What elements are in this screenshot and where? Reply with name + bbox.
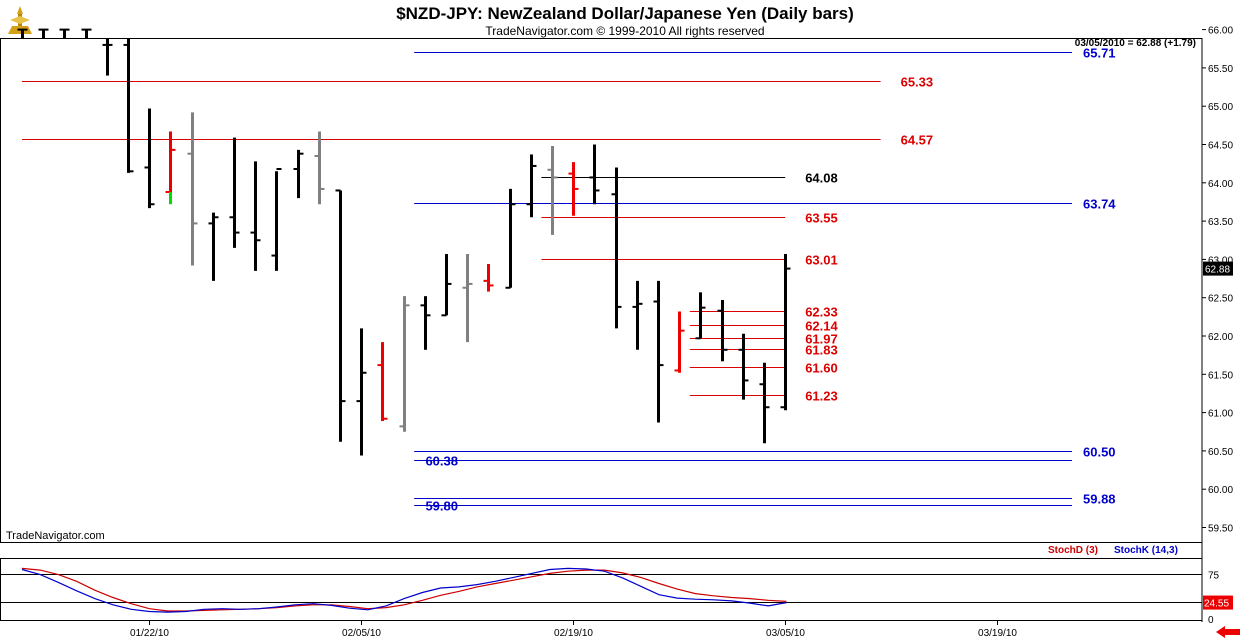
price-level-label: 61.23: [805, 389, 838, 404]
ohlc-bar: [462, 254, 473, 343]
price-tick-label: 61.50: [1208, 370, 1233, 381]
price-tick-label: 65.50: [1208, 64, 1233, 75]
ohlc-bar: [526, 154, 537, 218]
price-panel-border: [0, 38, 1203, 543]
price-level-label: 59.80: [425, 499, 458, 514]
ohlc-bar: [208, 212, 219, 281]
price-level-label: 60.38: [425, 454, 458, 469]
stochastic-panel: 257524.550: [0, 567, 1233, 626]
price-level-label: 63.01: [805, 253, 838, 268]
stoch-series-line: [21, 567, 787, 612]
ohlc-bar: [314, 131, 325, 205]
price-tick-label: 64.00: [1208, 179, 1233, 190]
ohlc-bar: [59, 28, 70, 39]
ohlc-bar: [568, 162, 579, 216]
price-level-label: 60.50: [1083, 445, 1116, 460]
last-price-label: 62.88: [1205, 265, 1230, 276]
price-readout: 03/05/2010 = 62.88 (+1.79): [1074, 38, 1196, 49]
price-level-label: 61.60: [805, 361, 838, 376]
stoch-tick-label: 75: [1208, 571, 1220, 582]
ohlc-bar: [102, 39, 113, 76]
ohlc-bar: [399, 296, 410, 432]
price-tick-label: 63.00: [1208, 255, 1233, 266]
ohlc-bar: [335, 189, 346, 442]
price-tick-label: 60.00: [1208, 485, 1233, 496]
price-level-label: 62.14: [805, 319, 838, 334]
price-level-label: 65.71: [1083, 46, 1116, 61]
price-tick-label: 63.50: [1208, 217, 1233, 228]
stoch-tick-label: 0: [1208, 615, 1214, 626]
ohlc-bar: [81, 28, 92, 39]
ohlc-bar: [717, 299, 728, 362]
stoch-series-line: [21, 567, 787, 613]
price-levels: 65.71 65.33 64.57 64.08 63.74 63.55 63.01 62.33…: [22, 46, 1116, 514]
ohlc-bar: [250, 161, 261, 271]
ohlc-bar: [441, 254, 452, 317]
price-tick-label: 65.00: [1208, 102, 1233, 113]
ohlc-bar: [356, 328, 367, 456]
price-level-label: 59.88: [1083, 492, 1116, 507]
ohlc-bar: [38, 28, 49, 39]
ohlc-bar: [547, 146, 558, 235]
ohlc-bar: [144, 108, 155, 209]
chart-title: $NZD-JPY: NewZealand Dollar/Japanese Yen…: [396, 4, 854, 23]
stoch-last-label: 24.55: [1204, 599, 1229, 610]
price-tick-label: 62.50: [1208, 294, 1233, 305]
price-tick-label: 61.00: [1208, 409, 1233, 420]
price-axis: 59.50 60.00 60.50 61.00 61.50 62.00 62.50 63.00…: [1202, 26, 1233, 535]
ohlc-bar: [123, 39, 134, 173]
last-price-box: [1203, 261, 1233, 276]
ohlc-bar: [165, 131, 176, 205]
price-level-label: 64.08: [805, 171, 838, 186]
ohlc-bar: [611, 167, 622, 329]
ohlc-bar: [187, 112, 198, 266]
trade-navigator-logo-icon[interactable]: [4, 4, 36, 36]
price-level-label: 65.33: [901, 75, 934, 90]
ohlc-bar: [632, 280, 643, 350]
ohlc-bar: [759, 362, 770, 444]
stoch-last-box: [1203, 595, 1233, 610]
left-arrow-icon[interactable]: [1216, 626, 1240, 638]
chart-frame: [0, 38, 1203, 622]
ohlc-bars: [17, 28, 791, 456]
price-tick-label: 64.50: [1208, 141, 1233, 152]
price-level-label: 64.57: [901, 133, 934, 148]
ohlc-bar: [653, 280, 664, 423]
date-tick-label: 02/19/10: [554, 628, 593, 639]
ohlc-bar: [483, 263, 494, 292]
legend-stoch-k: StochK (14,3): [1114, 545, 1178, 556]
ohlc-bar: [674, 311, 685, 373]
ohlc-bar: [271, 168, 282, 271]
ohlc-bar: [780, 254, 791, 411]
date-tick-label: 03/19/10: [978, 628, 1017, 639]
date-tick-label: 01/22/10: [130, 628, 169, 639]
ohlc-bar: [229, 137, 240, 248]
price-tick-label: 60.50: [1208, 447, 1233, 458]
price-level-label: 62.33: [805, 305, 838, 320]
ohlc-bar: [420, 296, 431, 350]
legend-stoch-d: StochD (3): [1048, 545, 1098, 556]
date-tick-label: 03/05/10: [766, 628, 805, 639]
price-tick-label: 59.50: [1208, 524, 1233, 535]
price-level-label: 61.97: [805, 332, 838, 347]
ohlc-bar: [589, 144, 600, 205]
date-axis: 01/22/10 02/05/10 02/19/10 03/05/10 03/19/10: [130, 620, 1017, 639]
price-tick-label: 66.00: [1208, 26, 1233, 37]
price-level-label: 63.55: [805, 211, 838, 226]
price-tick-label: 62.00: [1208, 332, 1233, 343]
ohlc-bar: [377, 342, 388, 422]
price-level-label: 63.74: [1083, 197, 1116, 212]
watermark: TradeNavigator.com: [6, 530, 105, 542]
ohlc-bar: [505, 188, 516, 289]
price-level-label: 61.83: [805, 343, 838, 358]
ohlc-bar: [695, 292, 706, 340]
chart-subtitle: TradeNavigator.com © 1999-2010 All right…: [485, 24, 765, 38]
ohlc-bar: [17, 28, 28, 39]
date-tick-label: 02/05/10: [342, 628, 381, 639]
ohlc-bar: [738, 333, 749, 400]
ohlc-bar: [293, 149, 304, 199]
